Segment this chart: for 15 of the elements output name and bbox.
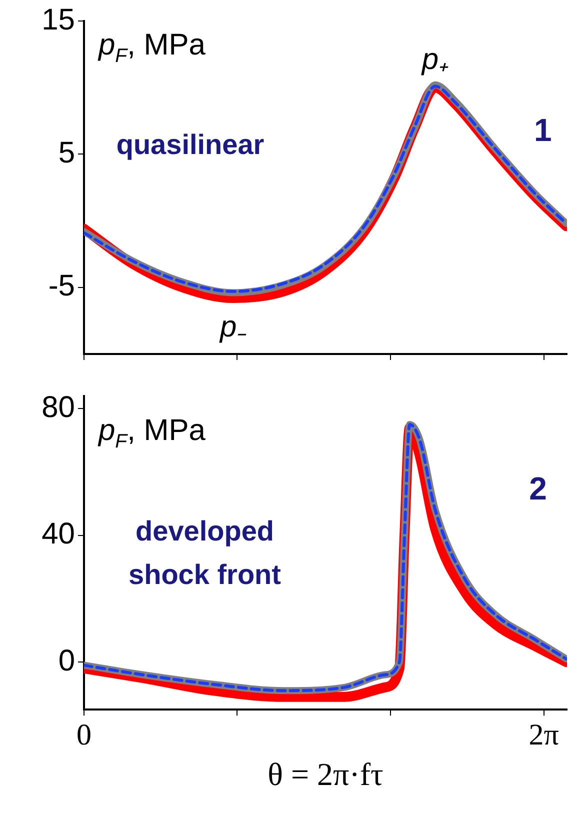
y-tick-label: 5 (58, 136, 75, 170)
annotation: 1 (534, 112, 552, 148)
annotation: shock front (128, 559, 281, 590)
annotation: p₊ (420, 42, 449, 76)
annotation: developed (136, 515, 274, 546)
y-tick-label: 15 (42, 3, 75, 36)
annotation: p₋ (218, 310, 247, 344)
y-tick-label: 40 (42, 518, 75, 551)
y-tick-label: -5 (48, 270, 75, 303)
y-tick-label: 80 (42, 390, 75, 424)
x-tick-label: 2π (528, 718, 559, 752)
annotation: 2 (529, 470, 547, 506)
annotation: quasilinear (116, 129, 264, 160)
y-tick-label: 0 (58, 644, 75, 678)
x-axis-title: θ = 2π·fτ (268, 756, 384, 792)
